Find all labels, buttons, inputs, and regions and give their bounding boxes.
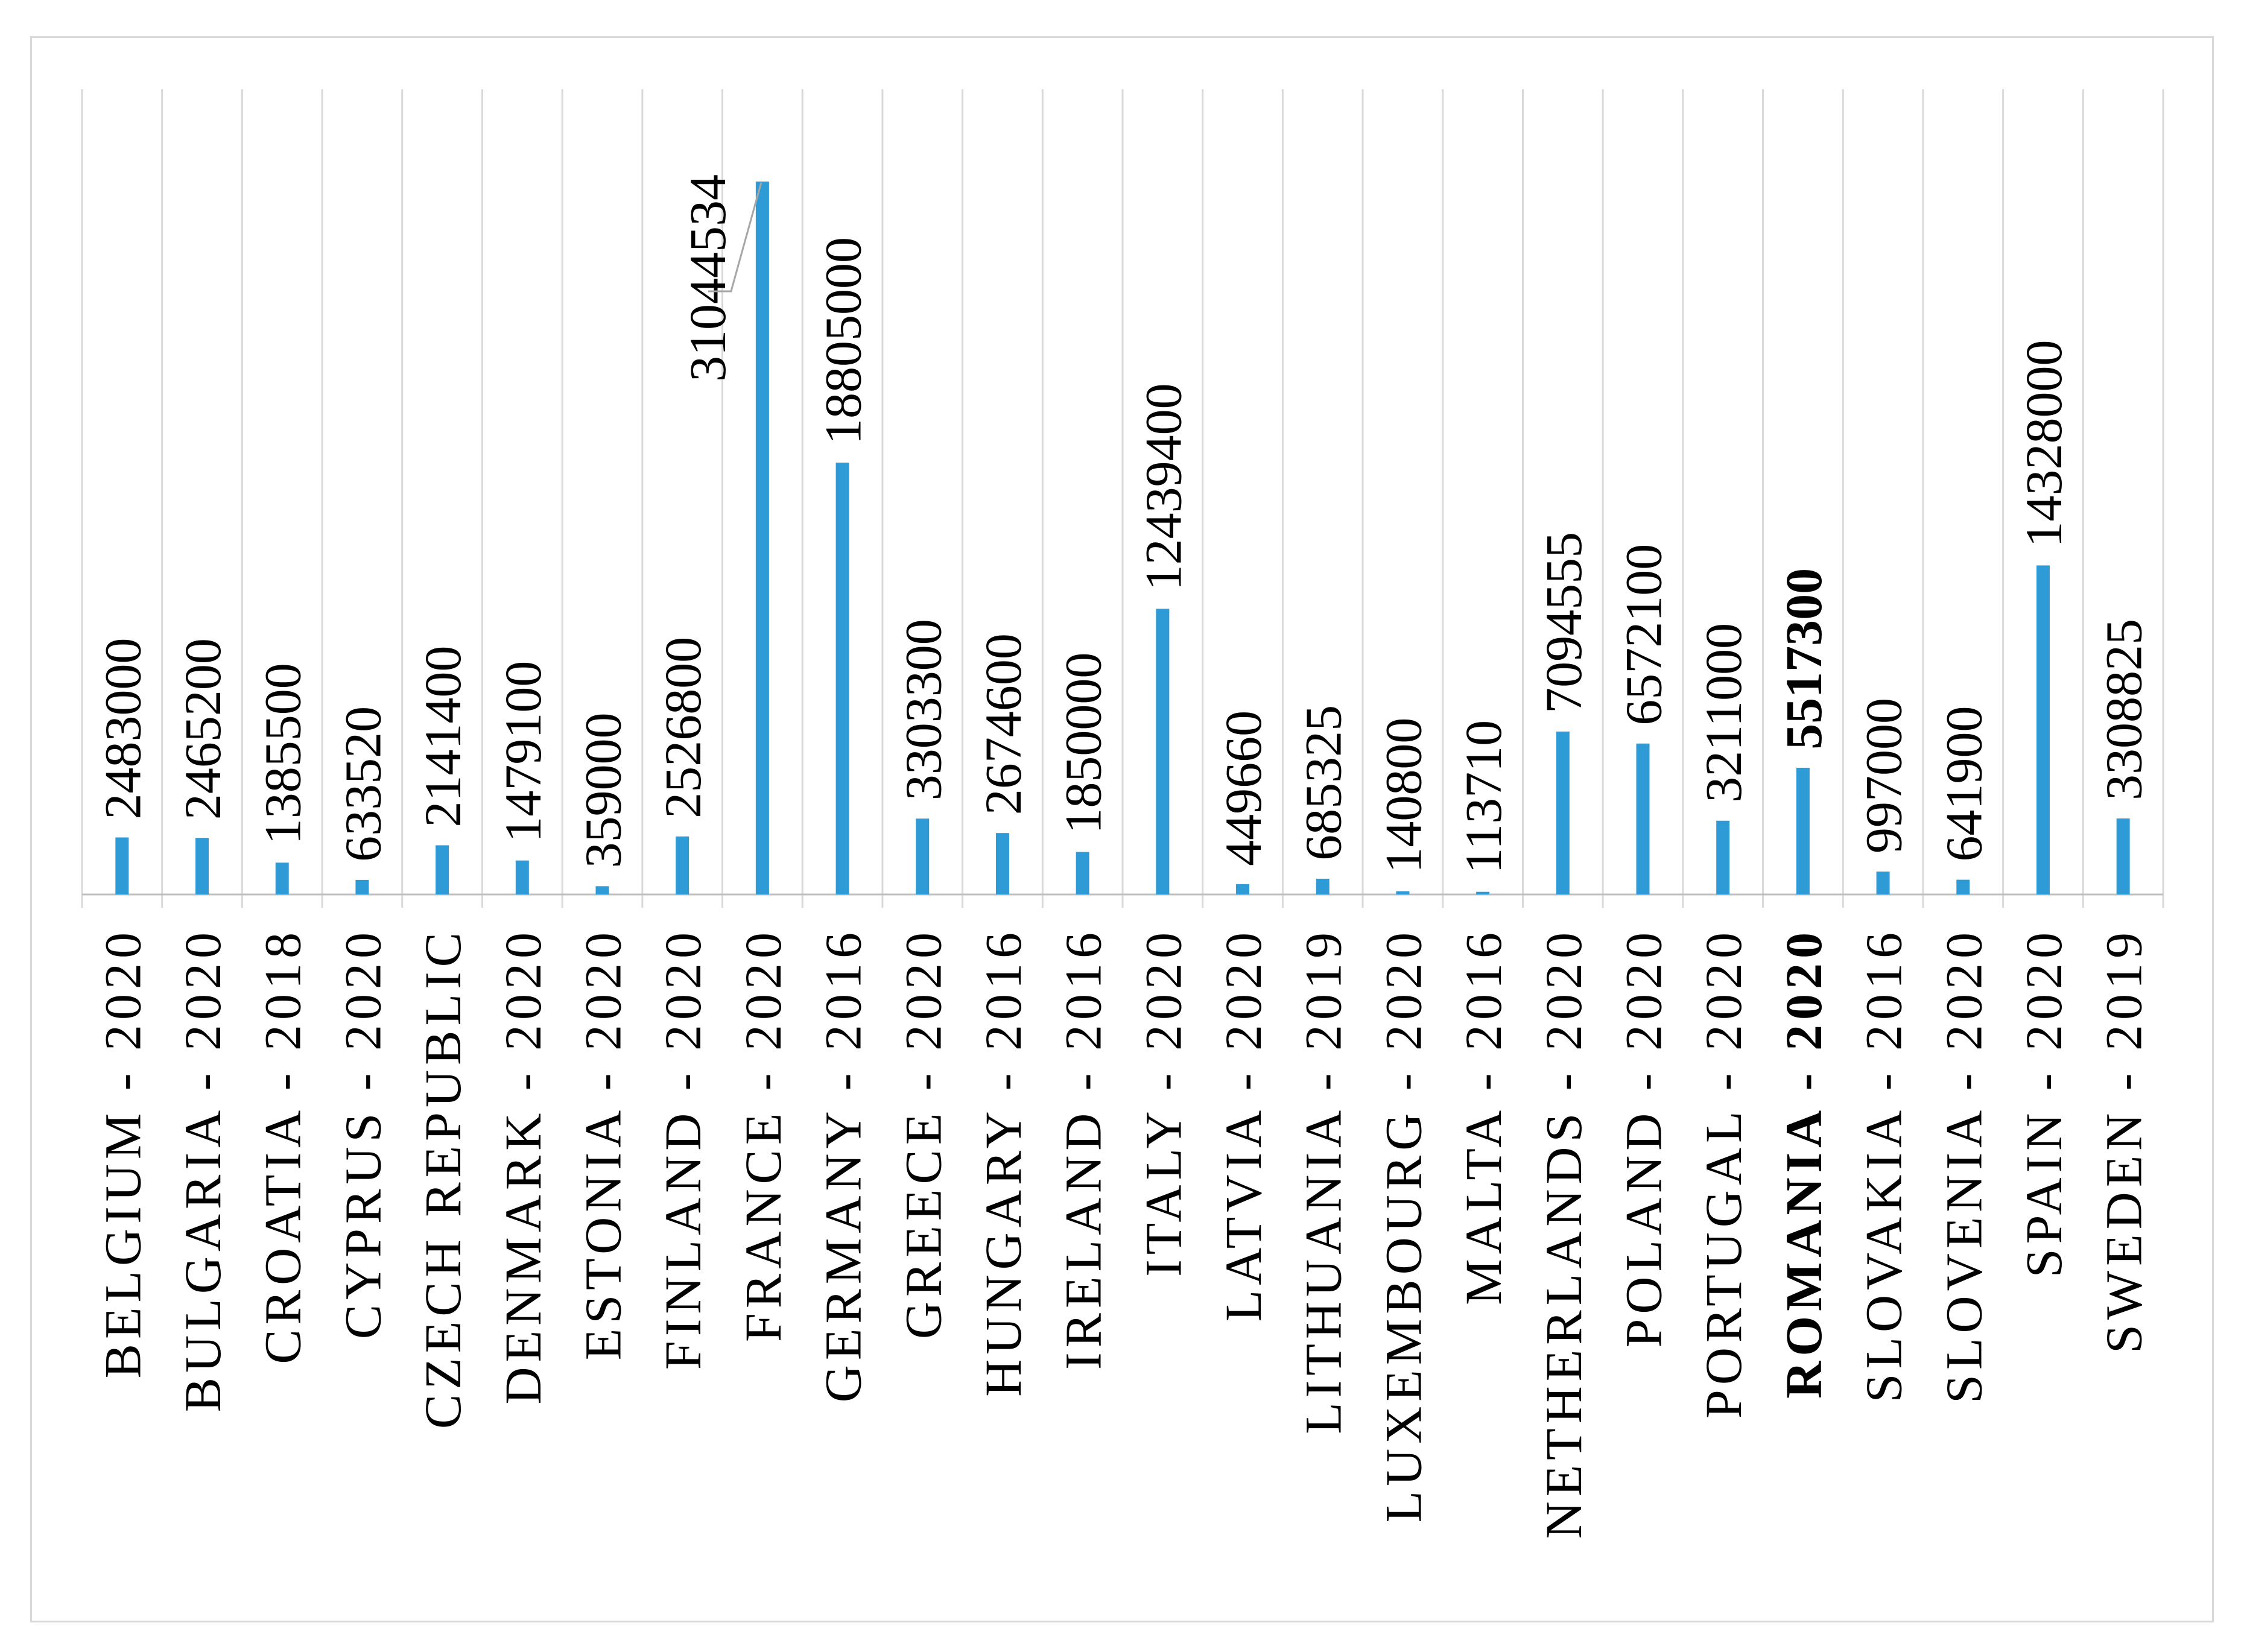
bar xyxy=(2116,818,2130,894)
category-label: FINLAND - 2020 xyxy=(654,928,712,1370)
category-label: CZECH REPUBLIC xyxy=(414,928,472,1429)
bar xyxy=(275,862,289,894)
bar xyxy=(1636,743,1650,894)
data-label: 3211000 xyxy=(1694,623,1752,803)
bar xyxy=(755,182,769,894)
data-label: 685325 xyxy=(1295,705,1352,861)
bars xyxy=(115,182,2130,894)
data-label: 5517300 xyxy=(1775,568,1833,750)
data-label: 7094555 xyxy=(1535,532,1593,714)
data-label: 2483000 xyxy=(94,638,151,819)
data-label: 449660 xyxy=(1214,710,1272,866)
category-label: MALTA - 2016 xyxy=(1454,928,1512,1305)
bar xyxy=(1156,609,1170,894)
data-label: 2674600 xyxy=(974,633,1032,815)
bar xyxy=(1476,891,1490,894)
data-label: 14328000 xyxy=(2015,340,2073,547)
bar xyxy=(1876,872,1890,894)
gridlines xyxy=(81,89,2164,908)
category-label: HUNGARY - 2016 xyxy=(974,928,1032,1397)
data-label: 359000 xyxy=(574,712,632,868)
bar xyxy=(1796,767,1810,894)
bar xyxy=(1716,820,1730,894)
data-label: 2526800 xyxy=(654,637,712,818)
bar xyxy=(1236,884,1250,894)
category-labels: BELGIUM - 2020 BULGARIA - 2020 CROATIA - 2… xyxy=(94,928,2152,1539)
bar xyxy=(1556,731,1570,894)
data-label: 18805000 xyxy=(814,237,872,445)
category-label: LITHUANIA - 2019 xyxy=(1295,928,1352,1434)
category-label: ITALY - 2020 xyxy=(1134,928,1192,1277)
category-label: BULGARIA - 2020 xyxy=(174,928,232,1412)
category-label: CYPRUS - 2020 xyxy=(334,928,391,1339)
data-label: 2465200 xyxy=(174,638,232,820)
category-label: SWEDEN - 2019 xyxy=(2095,928,2153,1353)
bar xyxy=(515,860,529,894)
bar xyxy=(355,879,369,894)
category-label: SPAIN - 2020 xyxy=(2015,928,2073,1277)
category-label: GERMANY - 2016 xyxy=(814,928,872,1402)
bar xyxy=(115,837,129,894)
data-label: 2141400 xyxy=(414,645,472,827)
bar xyxy=(1396,891,1410,894)
data-label: 31044534 xyxy=(679,174,737,382)
bar xyxy=(676,836,689,894)
category-label: LATVIA - 2020 xyxy=(1214,928,1272,1321)
category-label: DENMARK - 2020 xyxy=(494,928,552,1404)
category-label: GREECE - 2020 xyxy=(894,928,952,1339)
data-label: 12439400 xyxy=(1134,383,1192,590)
data-label: 997000 xyxy=(1855,698,1913,853)
data-label: 140800 xyxy=(1374,718,1432,873)
data-label: 633520 xyxy=(334,706,391,862)
bar xyxy=(916,818,930,894)
bar xyxy=(835,463,849,894)
bar xyxy=(2036,565,2050,894)
data-label: 3308825 xyxy=(2095,619,2153,800)
data-label: 3303300 xyxy=(894,619,952,800)
category-label: BELGIUM - 2020 xyxy=(94,928,151,1378)
category-label: CROATIA - 2018 xyxy=(254,928,312,1364)
data-label: 641900 xyxy=(1935,706,1992,862)
category-label: SLOVAKIA - 2016 xyxy=(1855,928,1913,1402)
category-label: ESTONIA - 2020 xyxy=(574,928,632,1360)
bar xyxy=(436,845,449,894)
category-label: FRANCE - 2020 xyxy=(734,928,792,1342)
data-label: 113710 xyxy=(1454,720,1512,874)
data-label: 1479100 xyxy=(494,661,552,843)
bar xyxy=(1316,878,1330,894)
bar-chart: 2483000 2465200 1385500 633520 2141400 147910… xyxy=(81,89,2164,1539)
data-label-leader-line xyxy=(708,182,762,293)
data-labels: 2483000 2465200 1385500 633520 2141400 147910… xyxy=(94,174,2152,874)
bar xyxy=(1956,879,1970,894)
category-label: NETHERLANDS - 2020 xyxy=(1535,928,1593,1539)
data-label: 6572100 xyxy=(1615,544,1673,726)
category-label: LUXEMBOURG - 2020 xyxy=(1374,928,1432,1522)
category-label: IRELAND - 2016 xyxy=(1054,928,1112,1370)
category-label: ROMANIA - 2020 xyxy=(1775,928,1833,1399)
bar xyxy=(195,838,209,894)
bar xyxy=(995,833,1009,894)
bar xyxy=(595,886,609,894)
data-label: 1385500 xyxy=(254,663,312,844)
category-label: SLOVENIA - 2020 xyxy=(1935,928,1992,1404)
chart-frame: 2483000 2465200 1385500 633520 2141400 147910… xyxy=(30,36,2214,1622)
category-label: POLAND - 2020 xyxy=(1615,928,1673,1347)
data-label: 1850000 xyxy=(1054,653,1112,834)
bar xyxy=(1076,852,1089,894)
category-label: PORTUGAL - 2020 xyxy=(1694,928,1752,1419)
